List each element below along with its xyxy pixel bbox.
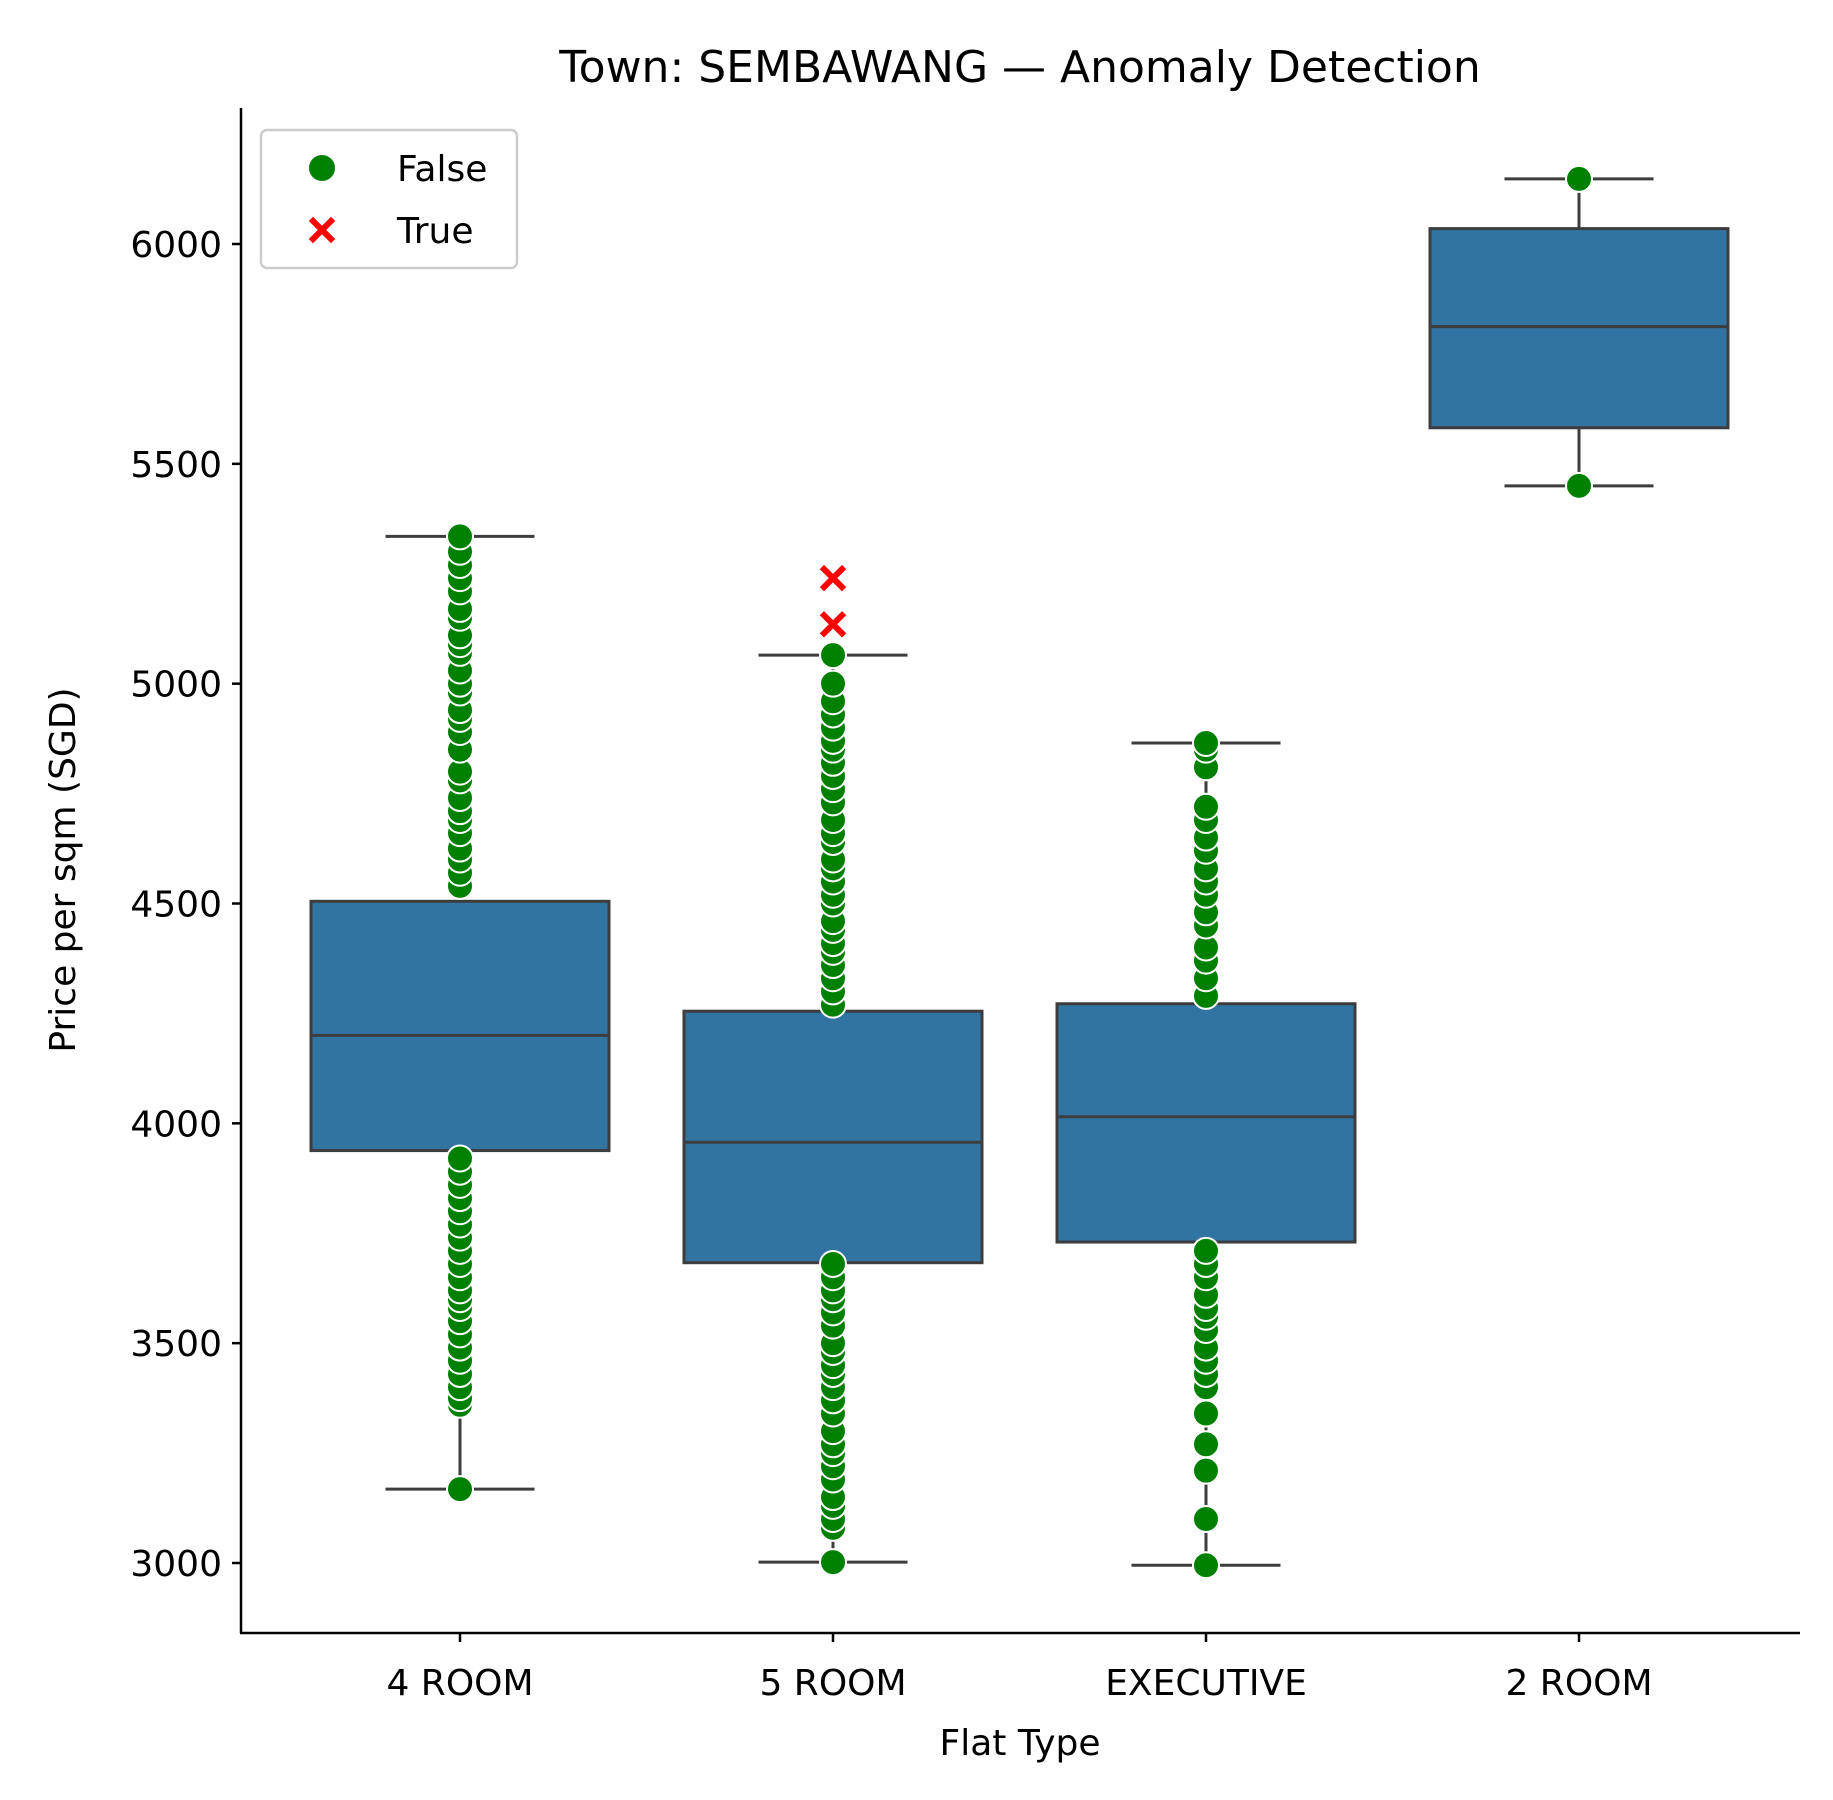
x-tick-label: 5 ROOM (759, 1663, 906, 1704)
point-normal-executive (1192, 1551, 1220, 1580)
point-normal-executive (1192, 1505, 1220, 1534)
box-4-room (309, 899, 611, 1153)
point-normal-executive (1192, 729, 1220, 758)
legend: False True (259, 128, 519, 270)
y-tick-label: 4500 (130, 885, 222, 926)
x-tick-label: 2 ROOM (1505, 1663, 1652, 1704)
chart-title: Town: SEMBAWANG — Anomaly Detection (558, 42, 1481, 93)
y-tick-label: 5500 (130, 445, 222, 486)
y-tick-label: 3500 (130, 1324, 222, 1365)
point-normal-2-room (1565, 471, 1593, 500)
point-normal-4-room (446, 1475, 474, 1504)
anomaly-x-stroke (819, 611, 847, 638)
point-normal-5-room (819, 641, 847, 670)
y-ticks: 3000 3500 4000 4500 5000 5500 6000 (130, 225, 241, 1585)
point-normal-executive (1192, 1430, 1220, 1459)
legend-label-true: True (396, 211, 473, 252)
point-normal-5-room (819, 669, 847, 698)
y-axis-label: Price per sqm (SGD) (43, 687, 84, 1052)
point-anomaly-5-room (819, 611, 847, 638)
y-tick-label: 5000 (130, 665, 222, 706)
point-normal-2-room (1565, 164, 1593, 193)
y-tick-label: 3000 (130, 1544, 222, 1585)
box-5-room (682, 1009, 984, 1265)
box-executive (1055, 1002, 1357, 1244)
x-axis-label: Flat Type (939, 1723, 1100, 1764)
y-tick-label: 6000 (130, 225, 222, 266)
x-ticks: 4 ROOM 5 ROOM EXECUTIVE 2 ROOM (386, 1633, 1653, 1704)
point-normal-5-room (819, 1250, 847, 1279)
point-normal-4-room (446, 522, 474, 551)
point-normal-4-room (446, 1144, 474, 1173)
legend-x-stroke (308, 216, 336, 244)
box-2-room (1428, 227, 1730, 430)
y-tick-label: 4000 (130, 1104, 222, 1145)
anomaly-x-stroke (819, 564, 847, 592)
x-tick-label: 4 ROOM (386, 1663, 533, 1704)
x-tick-label: EXECUTIVE (1105, 1663, 1307, 1704)
legend-marker-true (308, 216, 336, 244)
legend-marker-false (309, 155, 335, 181)
legend-label-false: False (397, 149, 487, 190)
point-normal-executive (1192, 792, 1220, 821)
plot-area (309, 164, 1730, 1580)
point-normal-executive (1192, 1236, 1220, 1265)
point-normal-executive (1192, 1456, 1220, 1485)
point-anomaly-5-room (819, 564, 847, 592)
point-normal-5-room (819, 1548, 847, 1577)
point-normal-executive (1192, 1399, 1220, 1428)
